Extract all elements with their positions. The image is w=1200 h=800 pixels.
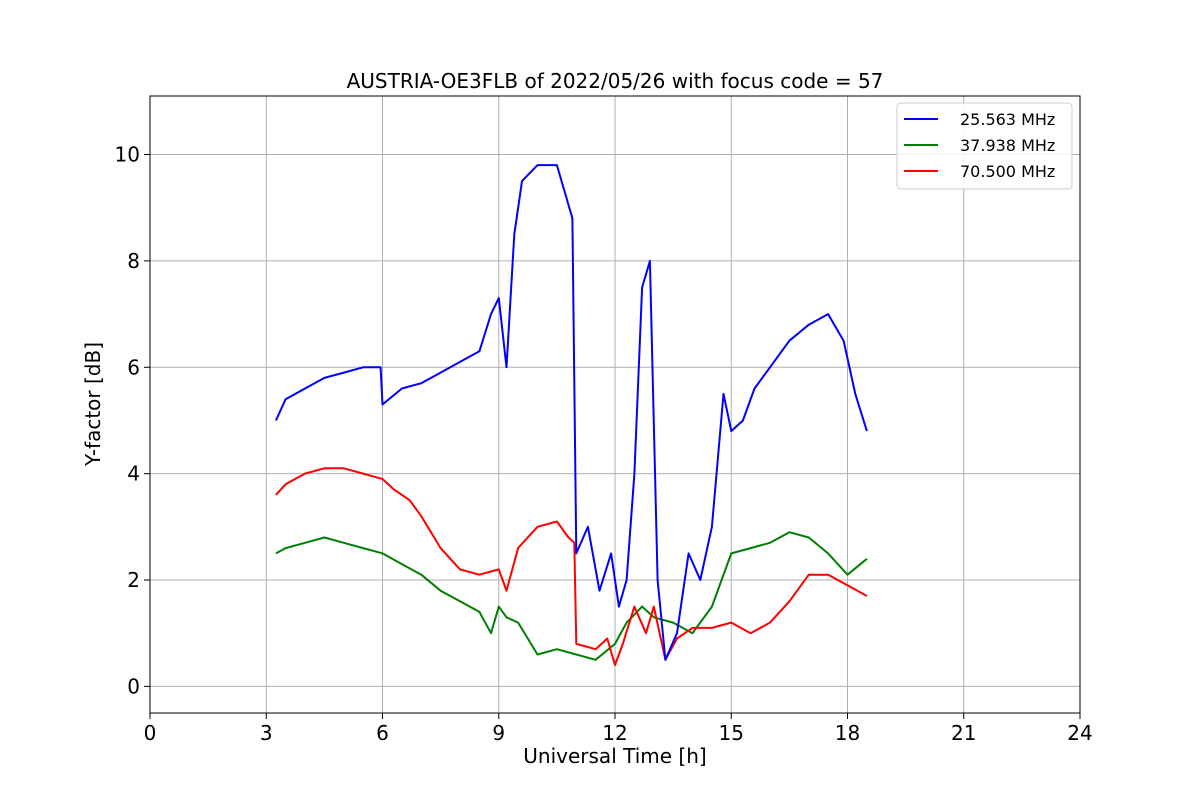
series-line-0 (274, 164, 868, 661)
x-tick-label: 6 (376, 721, 389, 745)
x-tick-label: 15 (719, 721, 744, 745)
y-tick-label: 0 (127, 674, 140, 698)
y-axis-ticks: 0 2 4 6 8 10 (115, 143, 150, 698)
x-tick-label: 18 (835, 721, 860, 745)
legend-label: 37.938 MHz (960, 136, 1055, 155)
x-tick-label: 3 (260, 721, 273, 745)
chart-title: AUSTRIA-OE3FLB of 2022/05/26 with focus … (347, 69, 884, 93)
x-axis-ticks: 0 3 6 9 12 15 18 21 24 (144, 713, 1093, 745)
y-tick-label: 2 (127, 568, 140, 592)
legend-box (896, 102, 1073, 190)
x-tick-label: 24 (1067, 721, 1092, 745)
y-tick-label: 4 (127, 462, 140, 486)
x-tick-label: 9 (492, 721, 505, 745)
y-tick-label: 8 (127, 249, 140, 273)
series-layer (274, 164, 868, 667)
y-tick-label: 10 (115, 143, 140, 167)
legend-label: 70.500 MHz (960, 162, 1055, 181)
y-axis-label: Y-factor [dB] (81, 342, 105, 467)
x-axis-label: Universal Time [h] (523, 744, 706, 768)
legend: 25.563 MHz 37.938 MHz 70.500 MHz (896, 102, 1073, 190)
y-tick-label: 6 (127, 355, 140, 379)
x-tick-label: 21 (951, 721, 976, 745)
series-line-2 (275, 467, 868, 667)
series-line-1 (275, 531, 868, 661)
x-tick-label: 12 (602, 721, 627, 745)
legend-label: 25.563 MHz (960, 110, 1055, 129)
x-tick-label: 0 (144, 721, 157, 745)
